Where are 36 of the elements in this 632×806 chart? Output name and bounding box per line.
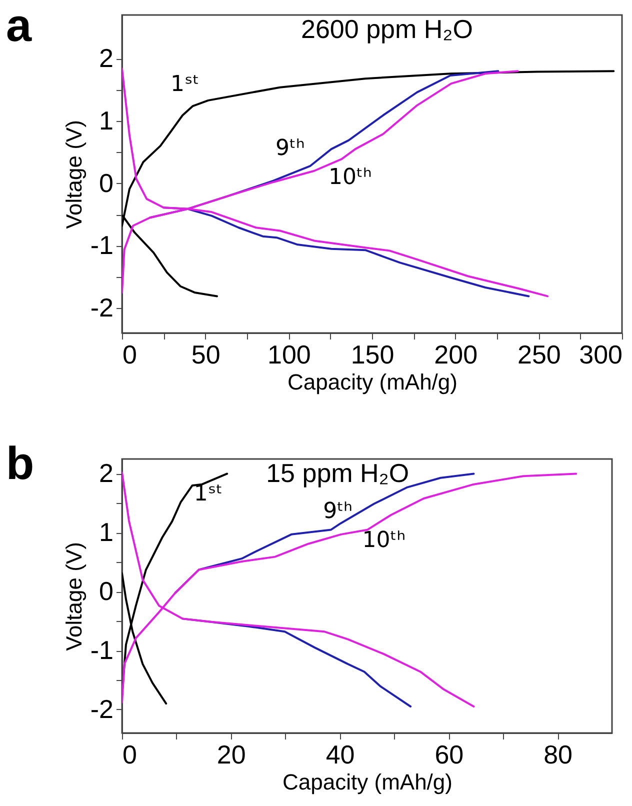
y-tick-label: 2 — [99, 43, 114, 74]
series-label: 10ᵗʰ — [362, 528, 406, 553]
x-tick-label: 60 — [434, 740, 464, 770]
chart-title: 15 ppm H₂O — [266, 458, 410, 488]
y-tick-label: 2 — [99, 458, 114, 488]
chart-title: 2600 ppm H₂O — [301, 14, 473, 44]
x-tick-label: 40 — [326, 740, 355, 770]
x-tick-label: 0 — [122, 740, 137, 770]
y-tick-label: -1 — [90, 230, 114, 260]
y-tick-label: 1 — [99, 517, 114, 548]
series-label: 1ˢᵗ — [194, 482, 223, 507]
series-label: 10ᵗʰ — [328, 164, 372, 190]
series-label: 9ᵗʰ — [275, 136, 305, 161]
y-tick-label: 0 — [99, 168, 114, 198]
text: b — [6, 437, 34, 489]
x-axis-title: Capacity (mAh/g) — [282, 770, 452, 794]
x-tick-label: 150 — [350, 340, 394, 370]
x-tick-label: 80 — [544, 740, 573, 770]
x-tick-label: 200 — [434, 340, 478, 370]
y-tick-label: 1 — [99, 106, 114, 136]
x-axis-title: Capacity (mAh/g) — [288, 370, 458, 394]
series-label: 9ᵗʰ — [323, 499, 353, 524]
y-axis-title: Voltage (V) — [61, 542, 86, 651]
x-tick-label: 250 — [517, 340, 561, 370]
x-tick-label: 20 — [216, 740, 246, 770]
y-tick-label: 0 — [99, 576, 114, 606]
x-tick-label: 300 — [579, 340, 622, 370]
series-label: 1ˢᵗ — [170, 72, 200, 98]
y-tick-label: -2 — [90, 292, 114, 323]
x-tick-label: 100 — [267, 340, 311, 370]
y-tick-label: -1 — [90, 635, 114, 666]
x-tick-label: 50 — [191, 340, 220, 370]
text: a — [6, 0, 32, 51]
y-axis-title: Voltage (V) — [61, 120, 86, 229]
y-tick-label: -2 — [90, 694, 114, 724]
x-tick-label: 0 — [122, 340, 137, 370]
